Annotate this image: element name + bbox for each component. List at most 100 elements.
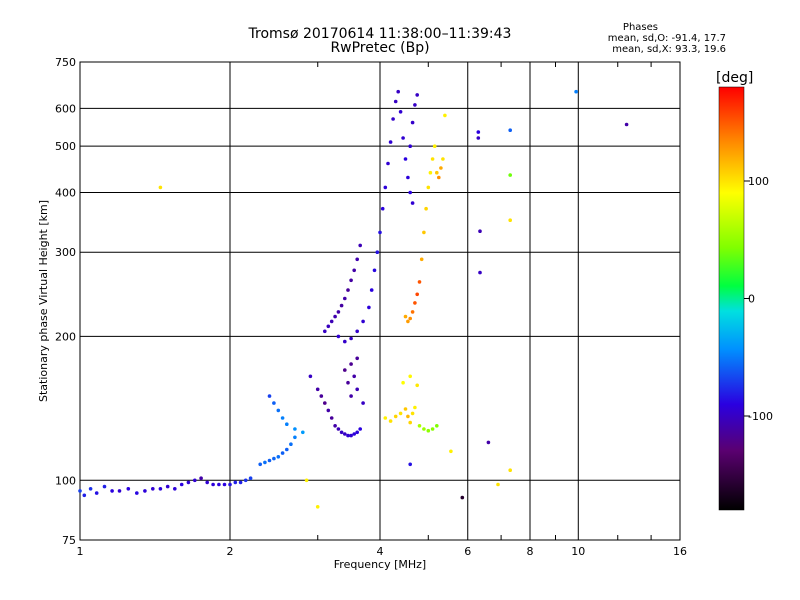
data-point [346,433,350,438]
data-point [276,455,281,459]
data-point [352,268,357,273]
data-point [88,487,93,491]
data-point [315,505,320,509]
data-point [478,270,482,275]
y-tick-label: 75 [62,534,76,547]
data-point [424,206,428,211]
data-point [415,292,420,297]
data-point [333,314,337,319]
data-point [406,319,410,324]
x-tick-label: 8 [527,545,534,558]
data-point [426,428,431,433]
data-point [267,394,272,398]
data-point [419,257,424,262]
data-point [361,319,365,324]
data-point [336,310,341,314]
data-point [301,430,305,435]
y-tick-label: 500 [55,140,76,153]
data-point [280,451,285,455]
data-point [383,416,388,420]
y-tick-label: 300 [55,246,76,259]
data-point [449,449,453,454]
data-point [343,368,347,372]
data-point [574,89,578,94]
data-point [263,460,267,465]
data-point [285,447,289,452]
data-point [205,480,209,485]
data-point [349,433,353,438]
data-point [349,278,353,283]
plot-frame [79,61,681,541]
data-point [222,482,227,487]
data-point [358,427,363,431]
y-axis-label: Stationary phase Virtual Height [km] [37,200,50,402]
data-point [413,301,417,305]
data-point [403,407,408,411]
data-point [398,110,403,114]
data-point [393,414,398,419]
data-point [460,495,465,500]
data-point [179,482,184,487]
data-point [308,374,313,379]
data-point [117,489,122,493]
chart-title: Tromsø 20170614 11:38:00–11:39:43 [248,26,512,42]
data-point [135,491,139,495]
data-point [408,420,413,425]
y-tick-label: 750 [55,56,76,69]
data-point [435,424,439,428]
data-point [441,157,445,161]
colorbar-ticks: 100 0 -100 [744,175,773,423]
data-point [151,487,155,491]
data-point [355,387,360,392]
data-point [388,140,393,144]
data-point [329,319,334,324]
x-tick-label: 10 [571,545,585,558]
data-point [165,484,170,489]
data-point [343,432,347,436]
data-point [248,476,253,481]
data-point [326,324,331,329]
data-point [293,435,297,440]
data-point [508,173,512,177]
data-point [401,380,405,385]
data-point [410,411,415,416]
data-point [369,288,374,292]
colorbar-tick-label: -100 [748,410,773,423]
data-point [267,458,272,463]
y-tick-label: 200 [55,330,76,343]
data-point [238,480,243,485]
data-point [361,401,365,405]
data-point [304,478,309,483]
data-point [346,288,350,292]
data-point [508,218,512,222]
data-point [243,478,248,483]
data-point [496,482,500,487]
data-point [272,456,276,461]
data-point [476,136,481,140]
data-point [408,374,413,379]
x-axis-label: Frequency [MHz] [334,558,426,571]
data-point [280,416,285,420]
colorbar-tick-label: 100 [748,175,769,188]
data-point [396,89,401,94]
x-tick-label: 16 [673,545,687,558]
data-point [336,334,341,339]
data-point [375,250,380,254]
phases-heading: Phases [622,22,658,33]
data-point [508,128,512,132]
data-point [343,296,347,301]
data-point [102,484,107,489]
data-point [406,414,410,419]
data-point [217,482,221,487]
data-point [430,157,435,161]
data-point [293,427,297,431]
phase-colorbar [718,86,745,511]
data-point [258,462,263,467]
data-point [211,482,215,487]
data-point [78,489,82,493]
data-point [403,157,408,161]
data-point [378,230,382,235]
data-point [323,329,327,334]
data-point [329,416,334,420]
data-point [437,175,441,180]
